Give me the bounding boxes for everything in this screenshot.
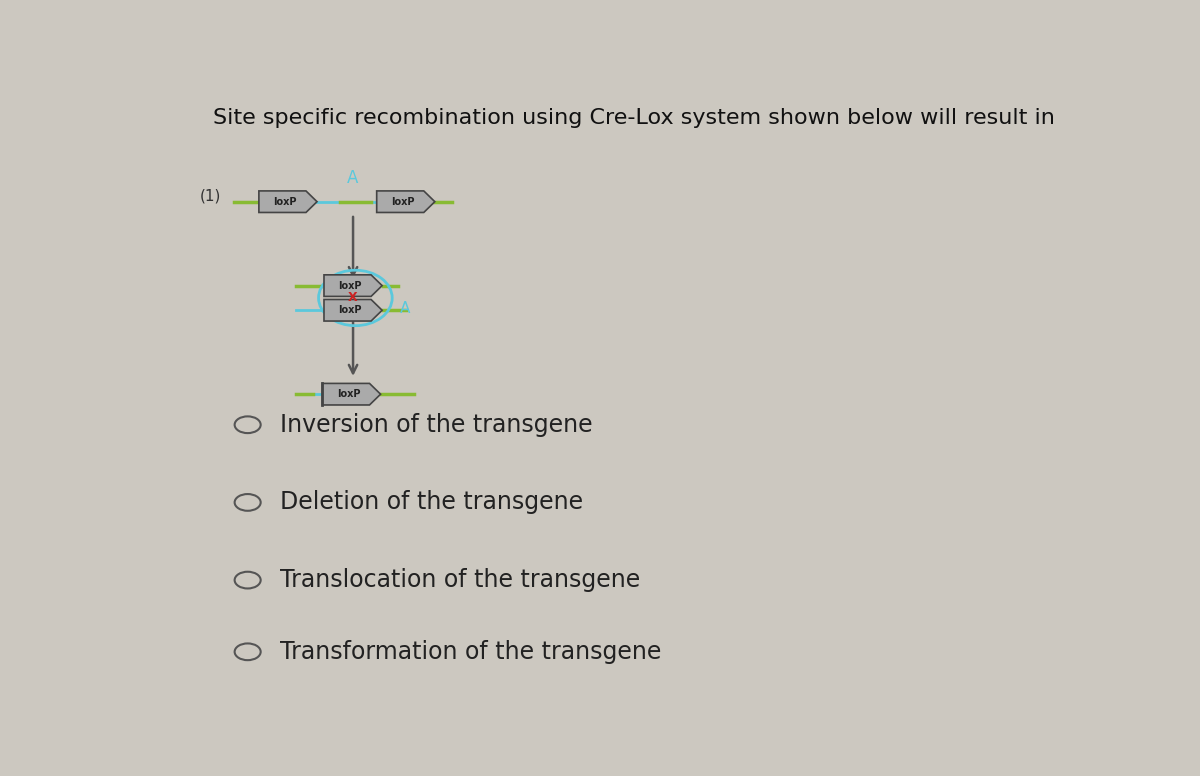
Text: loxP: loxP [338, 281, 361, 291]
Text: loxP: loxP [338, 305, 361, 315]
Text: Transformation of the transgene: Transformation of the transgene [281, 639, 661, 663]
Text: A: A [347, 169, 359, 187]
Polygon shape [377, 191, 434, 213]
Text: loxP: loxP [337, 390, 360, 399]
Polygon shape [259, 191, 317, 213]
Polygon shape [324, 275, 382, 296]
Text: loxP: loxP [274, 196, 296, 206]
Polygon shape [324, 300, 382, 321]
Text: Site specific recombination using Cre-Lox system shown below will result in: Site specific recombination using Cre-Lo… [212, 108, 1055, 128]
Text: Inversion of the transgene: Inversion of the transgene [281, 413, 593, 437]
Text: loxP: loxP [391, 196, 414, 206]
Text: Deletion of the transgene: Deletion of the transgene [281, 490, 583, 514]
Polygon shape [323, 383, 380, 405]
Text: X: X [348, 292, 358, 304]
Text: A: A [400, 301, 410, 317]
Text: (1): (1) [199, 188, 221, 203]
Text: Translocation of the transgene: Translocation of the transgene [281, 568, 641, 592]
